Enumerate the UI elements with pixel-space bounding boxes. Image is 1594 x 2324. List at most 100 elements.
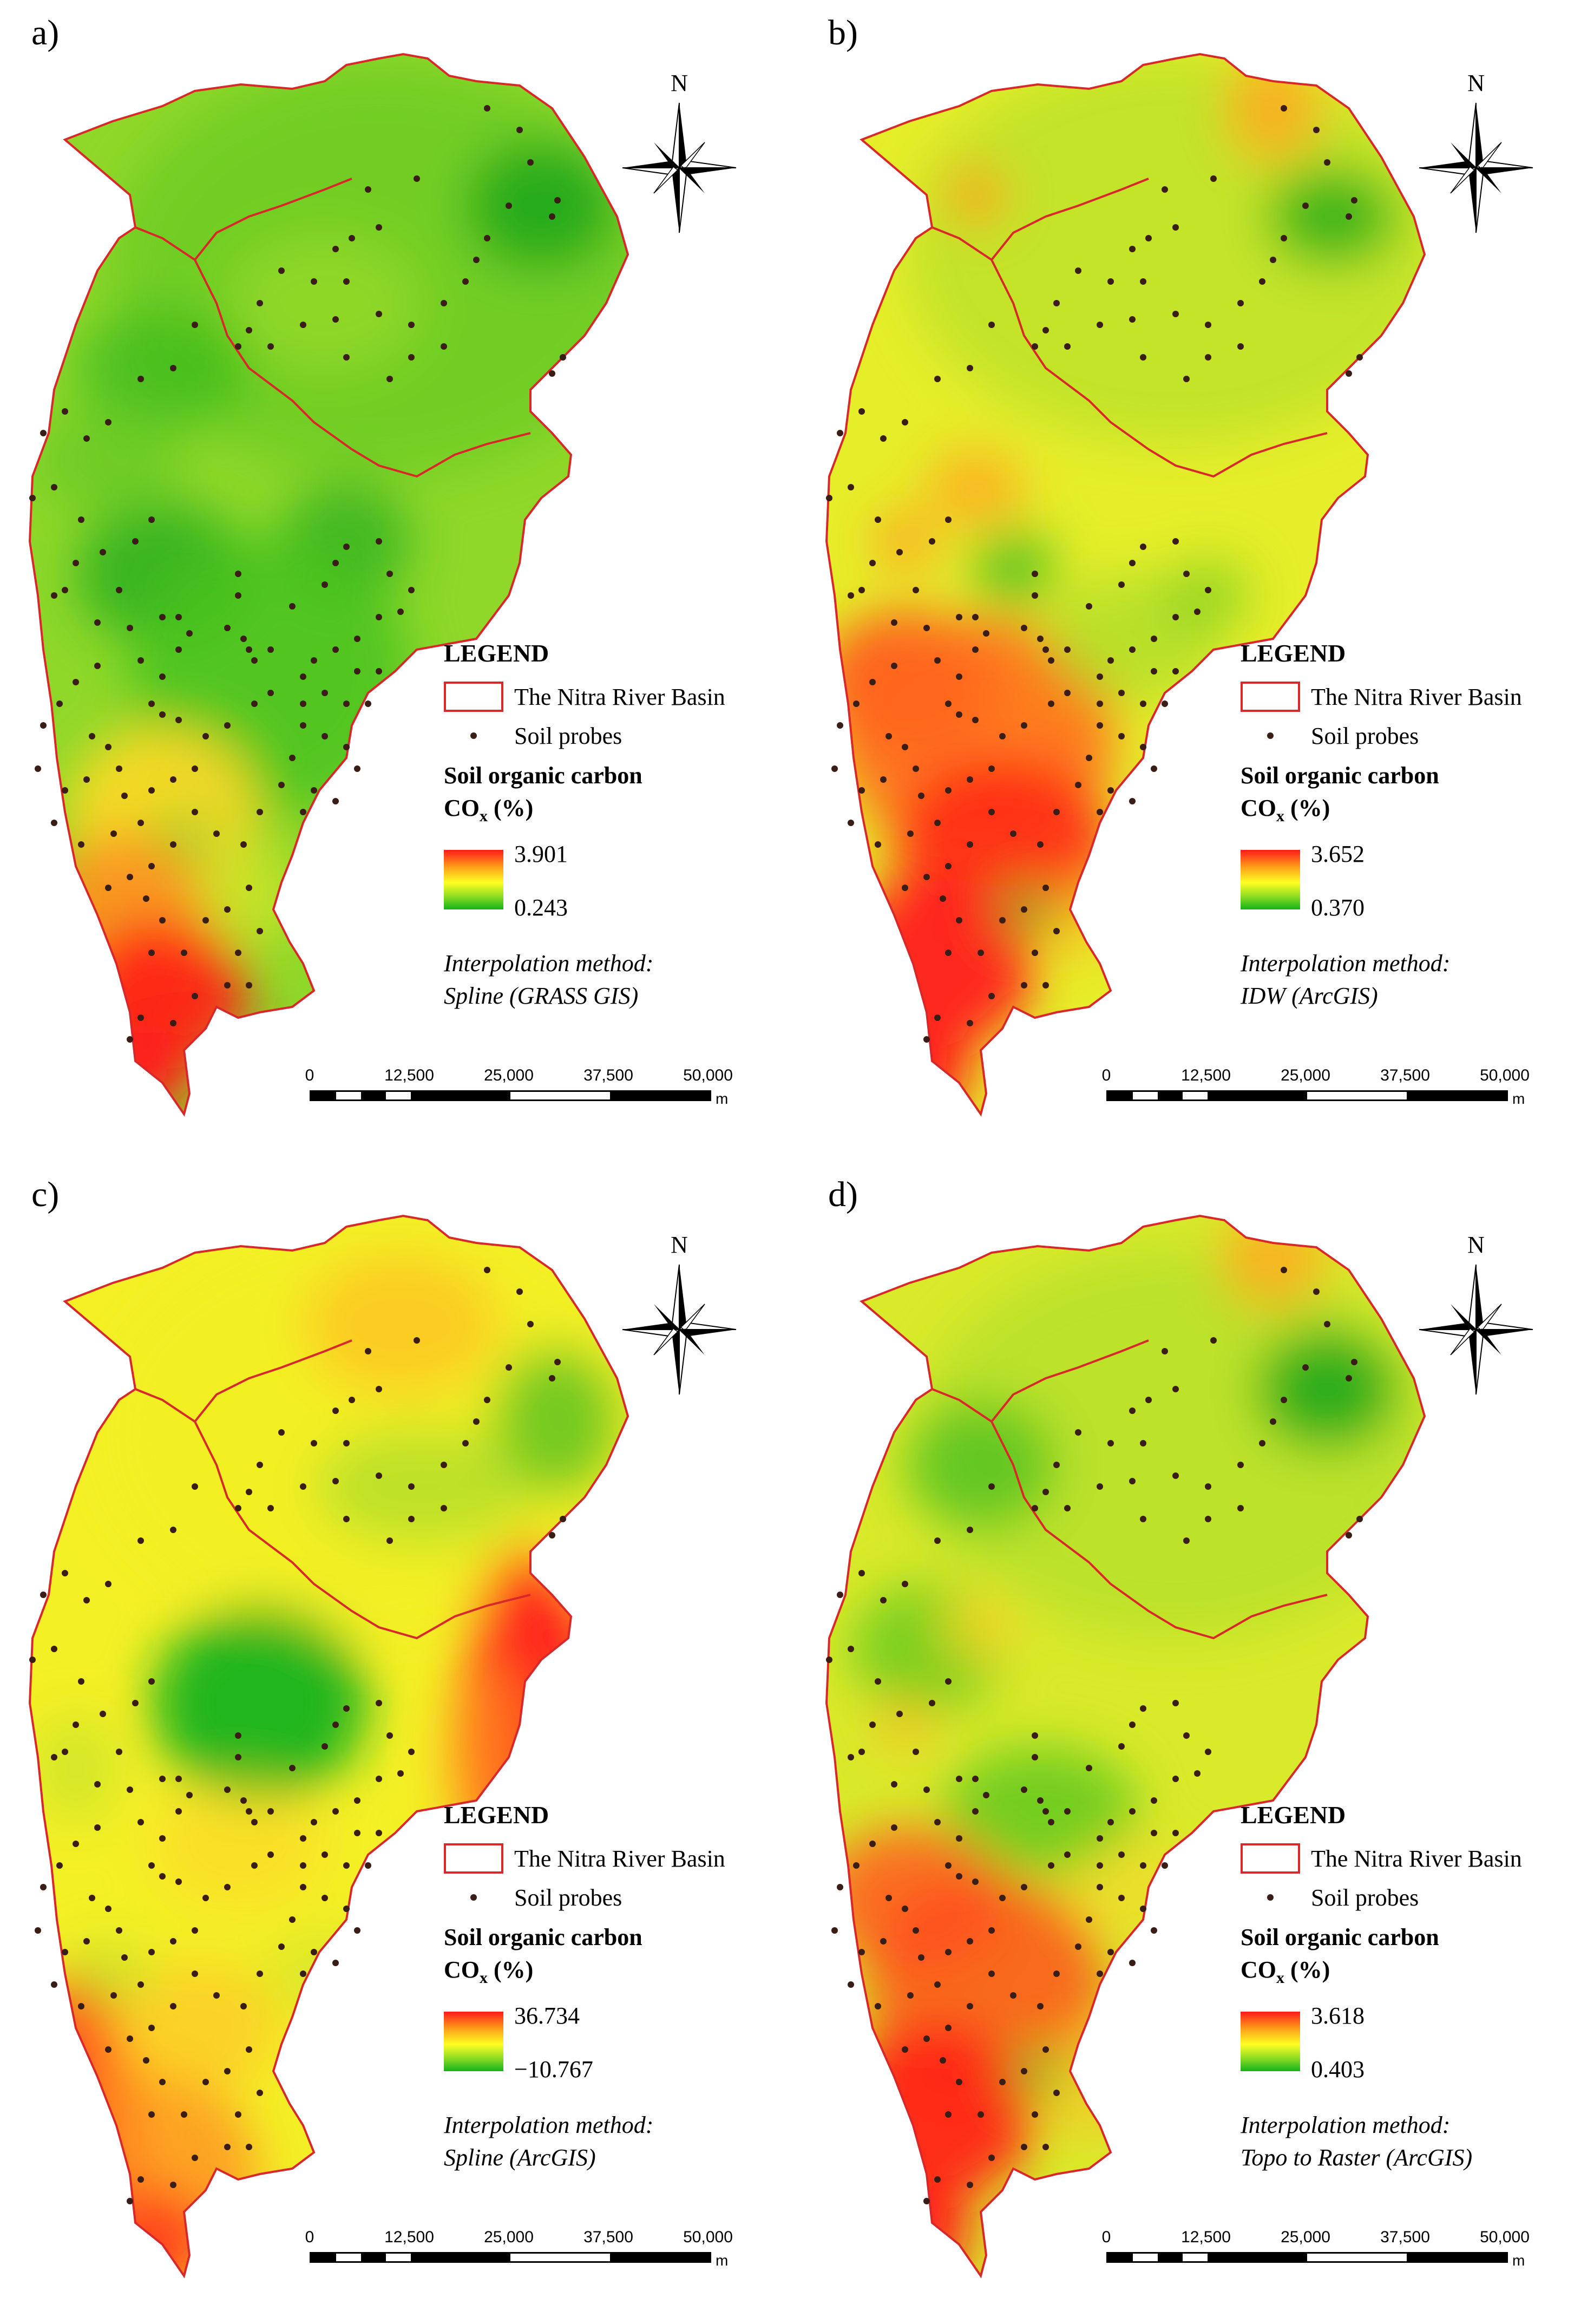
soil-probe bbox=[73, 679, 79, 685]
soil-probe bbox=[278, 267, 285, 274]
soil-probe bbox=[934, 657, 941, 664]
soil-probe bbox=[1064, 1505, 1071, 1511]
surface-patch bbox=[873, 1023, 970, 1114]
soil-probe bbox=[967, 776, 973, 783]
soil-probe bbox=[300, 701, 306, 707]
soil-probe bbox=[1129, 560, 1136, 566]
basin-label: The Nitra River Basin bbox=[514, 1845, 725, 1872]
soil-probe bbox=[1075, 1943, 1081, 1950]
soil-probe bbox=[1281, 1397, 1287, 1403]
scale-segment bbox=[1183, 1092, 1208, 1099]
soil-probe bbox=[441, 300, 447, 306]
soil-probe bbox=[441, 1462, 447, 1468]
scale-tick-label: 37,500 bbox=[1380, 1066, 1430, 1084]
soil-probe bbox=[246, 646, 252, 653]
soil-probe bbox=[983, 1792, 989, 1798]
panel-label: c) bbox=[31, 1175, 60, 1214]
soil-probe bbox=[1151, 1830, 1157, 1836]
soil-probe bbox=[462, 1440, 469, 1446]
soil-probe bbox=[923, 2198, 930, 2204]
soil-probe bbox=[192, 993, 198, 999]
soil-probe bbox=[224, 2068, 231, 2074]
soil-probe bbox=[354, 636, 360, 642]
soil-probe bbox=[1172, 614, 1179, 620]
soil-probe bbox=[332, 646, 339, 653]
scale-segment bbox=[1407, 1092, 1506, 1099]
soil-probe bbox=[988, 1927, 995, 1934]
soil-probe bbox=[78, 1678, 84, 1685]
probes-label: Soil probes bbox=[1311, 1884, 1419, 1911]
ramp-max-value: 3.618 bbox=[1311, 2002, 1365, 2029]
legend-basin-row: The Nitra River Basin bbox=[444, 1839, 790, 1878]
soil-probe bbox=[127, 1036, 133, 1043]
surface-patch bbox=[873, 1698, 937, 1752]
scale-tick-label: 12,500 bbox=[1181, 1066, 1231, 1084]
soil-probe bbox=[978, 950, 984, 956]
scale-tick-label: 25,000 bbox=[1281, 1066, 1330, 1084]
soil-probe bbox=[175, 717, 182, 723]
soil-probe bbox=[972, 1776, 979, 1782]
soil-probe bbox=[1037, 841, 1044, 848]
soil-probe bbox=[300, 1483, 306, 1490]
soil-probe bbox=[875, 841, 881, 848]
soil-probe bbox=[170, 1020, 176, 1026]
soil-probe bbox=[1086, 1916, 1092, 1923]
legend-probes-row: Soil probes bbox=[444, 716, 790, 755]
soil-probe bbox=[1129, 246, 1136, 252]
scale-unit: m bbox=[716, 1090, 729, 1107]
soil-probe bbox=[1097, 701, 1103, 707]
soil-probe bbox=[837, 430, 843, 436]
soil-probe bbox=[192, 809, 198, 815]
soil-probe bbox=[891, 619, 897, 626]
svg-text:N: N bbox=[671, 70, 688, 96]
soil-probe bbox=[186, 630, 193, 637]
soil-probe bbox=[1162, 701, 1168, 707]
soil-probe bbox=[988, 809, 995, 815]
soil-probe bbox=[1129, 316, 1136, 323]
soil-probe bbox=[137, 1981, 144, 1988]
soil-probe bbox=[1172, 538, 1179, 545]
soil-probe bbox=[148, 787, 155, 794]
soil-probe bbox=[1021, 2068, 1027, 2074]
sub-basin-boundary bbox=[194, 1339, 352, 1423]
soil-probe bbox=[1118, 1895, 1125, 1901]
ramp-min-value: 0.403 bbox=[1311, 2056, 1365, 2083]
soil-probe bbox=[484, 1397, 490, 1403]
soil-probe bbox=[365, 1348, 371, 1354]
soil-probe bbox=[408, 354, 415, 361]
soil-probe bbox=[300, 673, 306, 680]
soil-probe bbox=[853, 701, 860, 707]
scale-segment bbox=[610, 2254, 710, 2261]
soil-probe bbox=[967, 1527, 973, 1533]
soil-probe bbox=[322, 1895, 328, 1901]
soil-probe bbox=[35, 1927, 41, 1934]
color-ramp: 3.618 0.403 bbox=[1241, 2002, 1587, 2083]
soil-probe bbox=[1097, 1483, 1103, 1490]
soil-probe bbox=[929, 1700, 935, 1706]
soil-probe bbox=[110, 1992, 117, 1999]
soil-probe bbox=[484, 235, 490, 241]
surface-patch bbox=[152, 1606, 368, 1801]
soil-probe bbox=[414, 1337, 420, 1344]
soil-probe bbox=[116, 587, 122, 593]
scale-tick-label: 12,500 bbox=[384, 2228, 434, 2246]
soil-probe bbox=[1140, 354, 1146, 361]
soil-probe bbox=[1140, 278, 1146, 285]
soil-probe bbox=[224, 1884, 231, 1890]
soil-probe bbox=[1097, 1835, 1103, 1842]
soil-probe bbox=[1042, 2046, 1049, 2053]
soil-probe bbox=[397, 608, 404, 615]
soil-probe bbox=[170, 2182, 176, 2188]
soil-probe bbox=[1048, 1862, 1054, 1869]
soil-probe bbox=[837, 722, 843, 729]
surface-patch bbox=[493, 1346, 622, 1497]
soil-probe bbox=[202, 2079, 209, 2085]
basin-swatch bbox=[1241, 682, 1300, 712]
soil-probe bbox=[78, 516, 84, 523]
soil-probe bbox=[235, 2111, 241, 2118]
soil-probe bbox=[343, 1516, 350, 1522]
soil-probe bbox=[1021, 982, 1027, 988]
soil-probe bbox=[322, 581, 328, 588]
soil-probe bbox=[1075, 1429, 1081, 1436]
soil-probe bbox=[1151, 636, 1157, 642]
